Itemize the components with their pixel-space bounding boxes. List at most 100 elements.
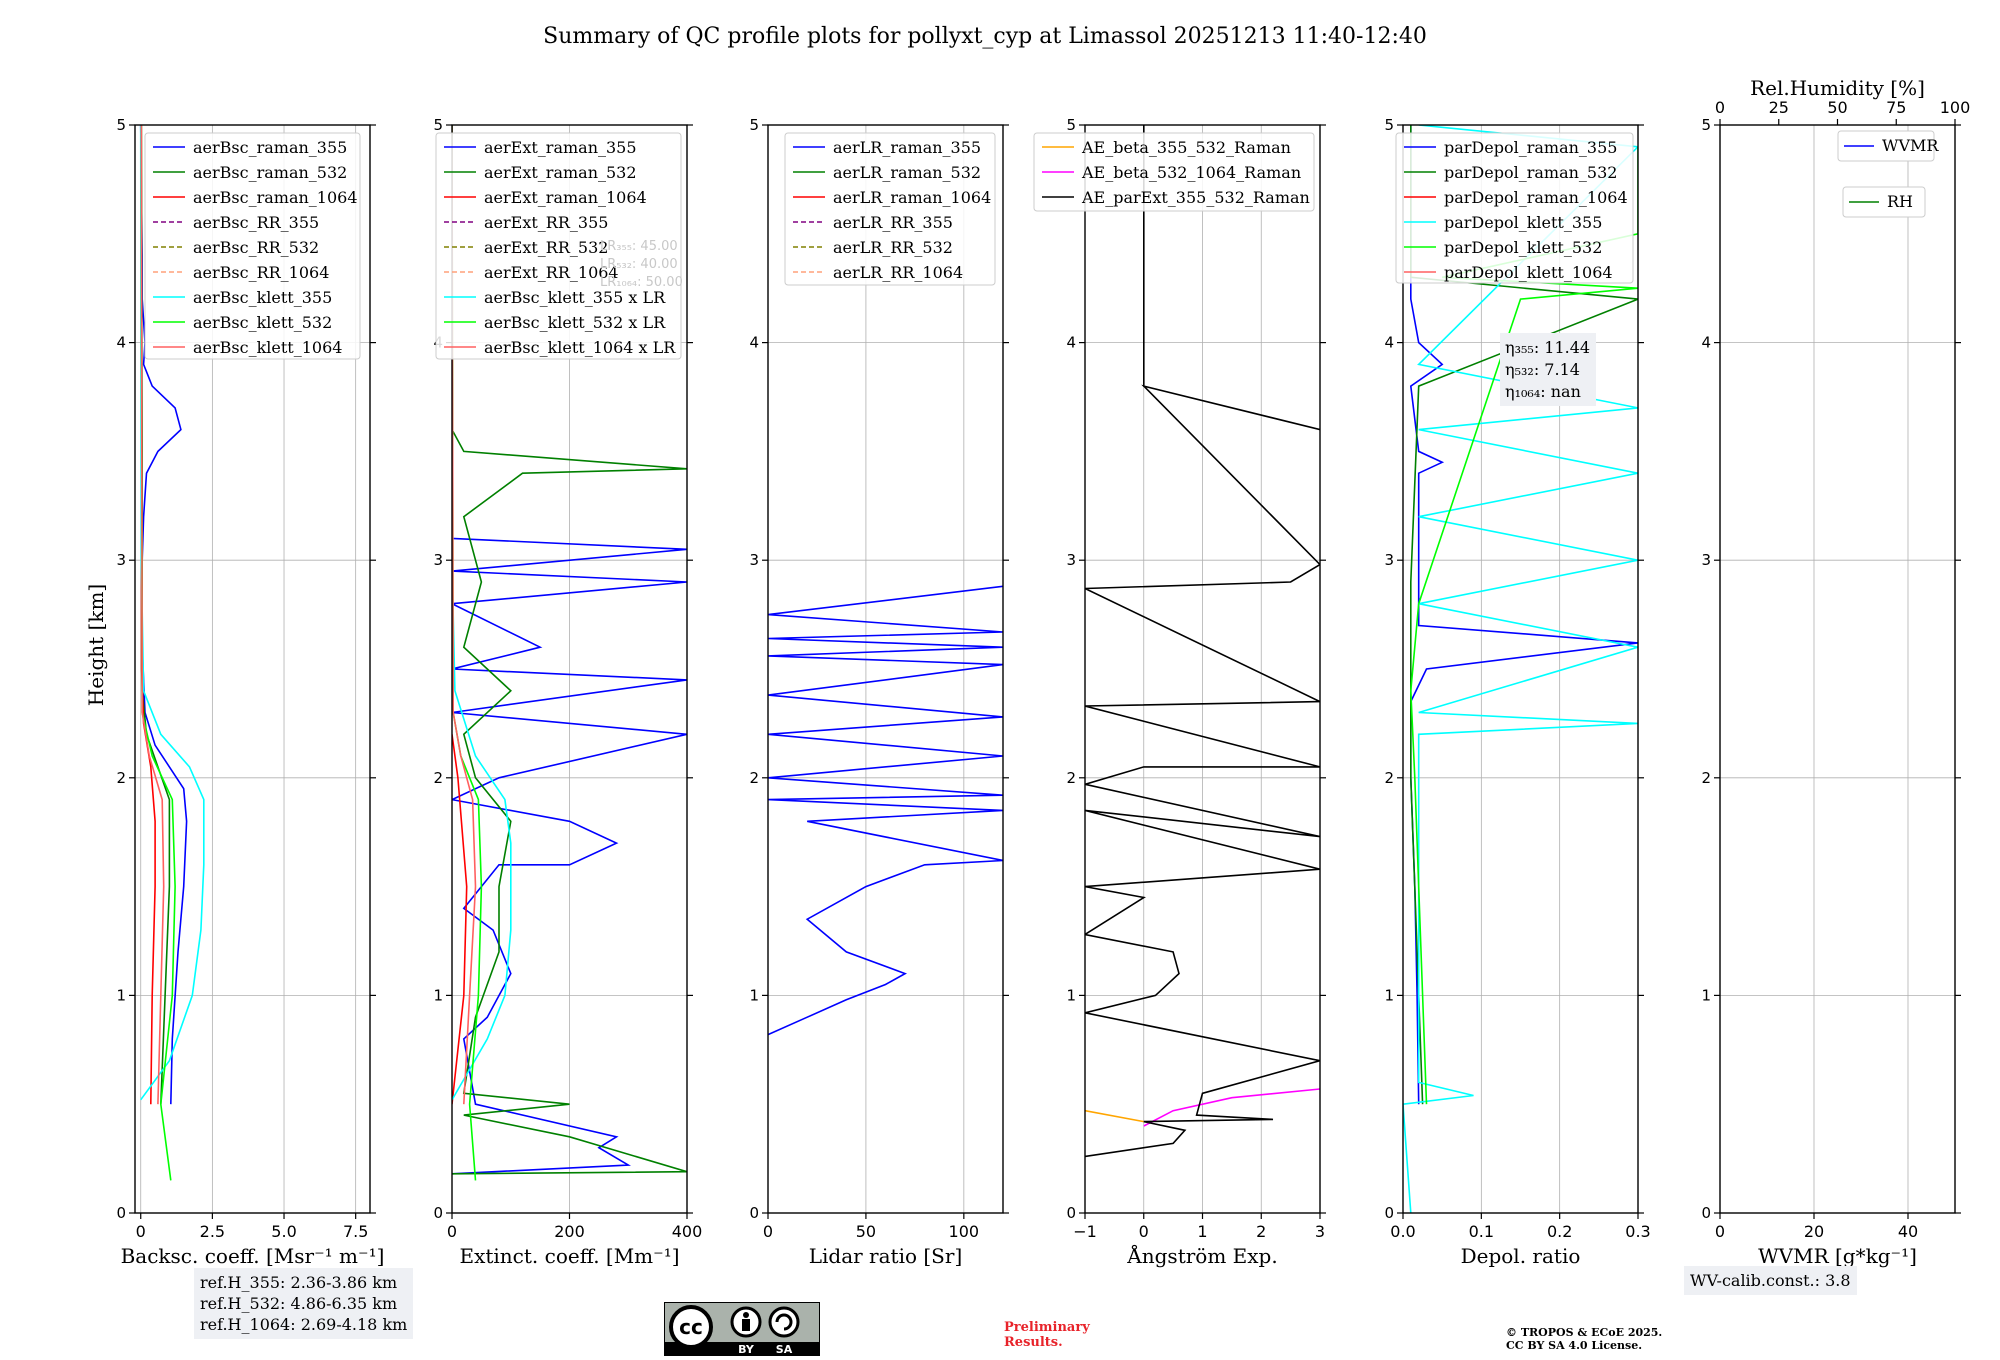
refh-532: ref.H_532: 4.86-6.35 km (200, 1294, 398, 1313)
ytick-label-4: 4 (116, 334, 126, 352)
series-aerBsc_klett_1064 x LR (452, 125, 477, 1105)
xtick-label-0: 0 (763, 1222, 773, 1241)
eta-note-2: η₁₀₆₄: nan (1505, 382, 1581, 401)
wv-calibration-box: WV-calib.const.: 3.8 (1684, 1266, 1857, 1295)
series-group-lr (768, 585, 1003, 1036)
wv-calib-text: WV-calib.const.: 3.8 (1690, 1271, 1851, 1290)
top-tick-label-25: 25 (1769, 98, 1789, 117)
legend-entry-aerBsc_klett_532 x LR: aerBsc_klett_532 x LR (484, 313, 666, 332)
xtick-label-400: 400 (672, 1222, 703, 1241)
series-group-depol (1403, 125, 1638, 1213)
panel-depol: 0 1 2 3 4 5 0.0 0.1 0.2 0.3 Depol. ratio parDepol_r… (1384, 116, 1650, 1268)
cc-icon (669, 1305, 713, 1349)
legend-box-1 (1842, 186, 1926, 218)
xtick-label-50: 50 (856, 1222, 876, 1241)
svg-text:cc: cc (679, 1315, 703, 1339)
xlabel-wv: WVMR [g*kg⁻¹] (1758, 1244, 1917, 1268)
ytick-label-0: 0 (433, 1204, 443, 1222)
legend-entry-aerBsc_RR_532: aerBsc_RR_532 (193, 238, 319, 257)
legend-entry-aerLR_raman_355: aerLR_raman_355 (833, 138, 981, 157)
top-tick-label-75: 75 (1886, 98, 1906, 117)
series-group-bsc (139, 125, 205, 1181)
lr-note-0: LR₃₅₅: 45.00 (600, 239, 678, 254)
ytick-label-2: 2 (433, 769, 443, 787)
xlabel-depol: Depol. ratio (1461, 1244, 1581, 1268)
legend-entry-aerExt_RR_1064: aerExt_RR_1064 (484, 263, 619, 282)
refh-355: ref.H_355: 2.36-3.86 km (200, 1273, 398, 1292)
ytick-label-1: 1 (433, 986, 443, 1004)
axes-frame-wv (1719, 124, 1956, 1214)
top-tick-label-100: 100 (1940, 98, 1971, 117)
ytick-label-5: 5 (749, 116, 759, 134)
xtick-label-0: 0 (1715, 1222, 1725, 1241)
legend-frame-ext (435, 132, 682, 360)
copyright-line1: © TROPOS & ECoE 2025. (1506, 1326, 1663, 1339)
reference-height-box: ref.H_355: 2.36-3.86 km ref.H_532: 4.86-… (194, 1268, 414, 1339)
eta-box (1500, 333, 1596, 406)
refh-1064: ref.H_1064: 2.69-4.18 km (200, 1315, 408, 1334)
ytick-label-4: 4 (1701, 334, 1711, 352)
legend-frame-ae (1033, 132, 1315, 212)
series-parDepol_klett_532 (1409, 146, 1638, 1105)
legend-entry-aerLR_RR_355: aerLR_RR_355 (833, 213, 953, 232)
figure-title: Summary of QC profile plots for pollyxt_… (543, 24, 1427, 49)
legend-entry-aerLR_raman_532: aerLR_raman_532 (833, 163, 981, 182)
series-aerBsc_klett_1064 (140, 125, 165, 1105)
xtick-label-2.5: 2.5 (200, 1222, 225, 1241)
legend-frame-bsc (144, 132, 361, 360)
ytick-label-3: 3 (433, 551, 443, 569)
ytick-label-2: 2 (749, 769, 759, 787)
axes-frame-depol (1402, 124, 1639, 1214)
preliminary-line2: Results. (1004, 1335, 1063, 1350)
panel-ext: 0123450200400Extinct. coeff. [Mm⁻¹]aerEx… (433, 116, 702, 1268)
ytick-label-3: 3 (1701, 551, 1711, 569)
series-group-ext (452, 125, 687, 1181)
copyright-note: © TROPOS & ECoE 2025. CC BY SA 4.0 Licen… (1506, 1326, 1662, 1352)
legend-entry-RH: RH (1887, 192, 1913, 211)
ytick-label-5: 5 (1066, 116, 1076, 134)
ytick-label-1: 1 (749, 986, 759, 1004)
legend-entry-aerBsc_RR_1064: aerBsc_RR_1064 (193, 263, 329, 282)
legend-entry-aerLR_RR_532: aerLR_RR_532 (833, 238, 953, 257)
xtick-label-1: 1 (1197, 1222, 1207, 1241)
cc-license-badge: cc BY SA (663, 1301, 821, 1357)
legend-entry-aerLR_RR_1064: aerLR_RR_1064 (833, 263, 963, 282)
xlabel-bsc: Backsc. coeff. [Msr⁻¹ m⁻¹] (121, 1244, 385, 1268)
series-AE_beta_532_1064_Raman (1143, 1088, 1320, 1127)
xtick-label-0: 0.0 (1390, 1222, 1415, 1241)
legend-entry-aerBsc_klett_1064: aerBsc_klett_1064 (193, 338, 342, 357)
legend-entry-parDepol_klett_355: parDepol_klett_355 (1444, 213, 1602, 232)
ytick-label-5: 5 (1384, 116, 1394, 134)
top-axis-label: Rel.Humidity [%] (1750, 76, 1925, 100)
xtick-label-0: 0 (447, 1222, 457, 1241)
panel-bsc: 0 1 2 3 4 5 0 2.5 5.0 7.5 Backsc. coeff. [Msr⁻¹ m⁻… (116, 116, 384, 1268)
axes-frame-bsc (134, 124, 371, 1214)
xtick-label-3: 3 (1315, 1222, 1325, 1241)
series-aerExt_raman_1064 (452, 734, 468, 1105)
legend-frame-lr (784, 132, 996, 286)
ytick-label-3: 3 (116, 551, 126, 569)
xtick-label-7.5: 7.5 (343, 1222, 368, 1241)
ytick-label-0: 0 (1066, 1204, 1076, 1222)
ytick-label-0: 0 (1701, 1204, 1711, 1222)
xtick-label--1: −1 (1073, 1222, 1097, 1241)
ytick-label-0: 0 (116, 1204, 126, 1222)
legend-box-0 (1837, 130, 1935, 162)
ytick-label-0: 0 (1384, 1204, 1394, 1222)
series-aerExt_raman_532 (452, 125, 687, 1175)
ytick-label-4: 4 (749, 334, 759, 352)
eta-note-0: η₃₅₅: 11.44 (1505, 338, 1590, 357)
ytick-label-2: 2 (1701, 769, 1711, 787)
xlabel-ae: Ångström Exp. (1126, 1243, 1277, 1268)
ytick-label-4: 4 (1384, 334, 1394, 352)
ytick-label-1: 1 (1384, 986, 1394, 1004)
series-AE_parExt_355_532_Raman (1085, 125, 1320, 1158)
ytick-label-3: 3 (1066, 551, 1076, 569)
legend-entry-AE_beta_355_532_Raman: AE_beta_355_532_Raman (1081, 138, 1291, 157)
legend-entry-aerExt_RR_532: aerExt_RR_532 (484, 238, 608, 257)
legend-entry-aerBsc_klett_532: aerBsc_klett_532 (193, 313, 332, 332)
